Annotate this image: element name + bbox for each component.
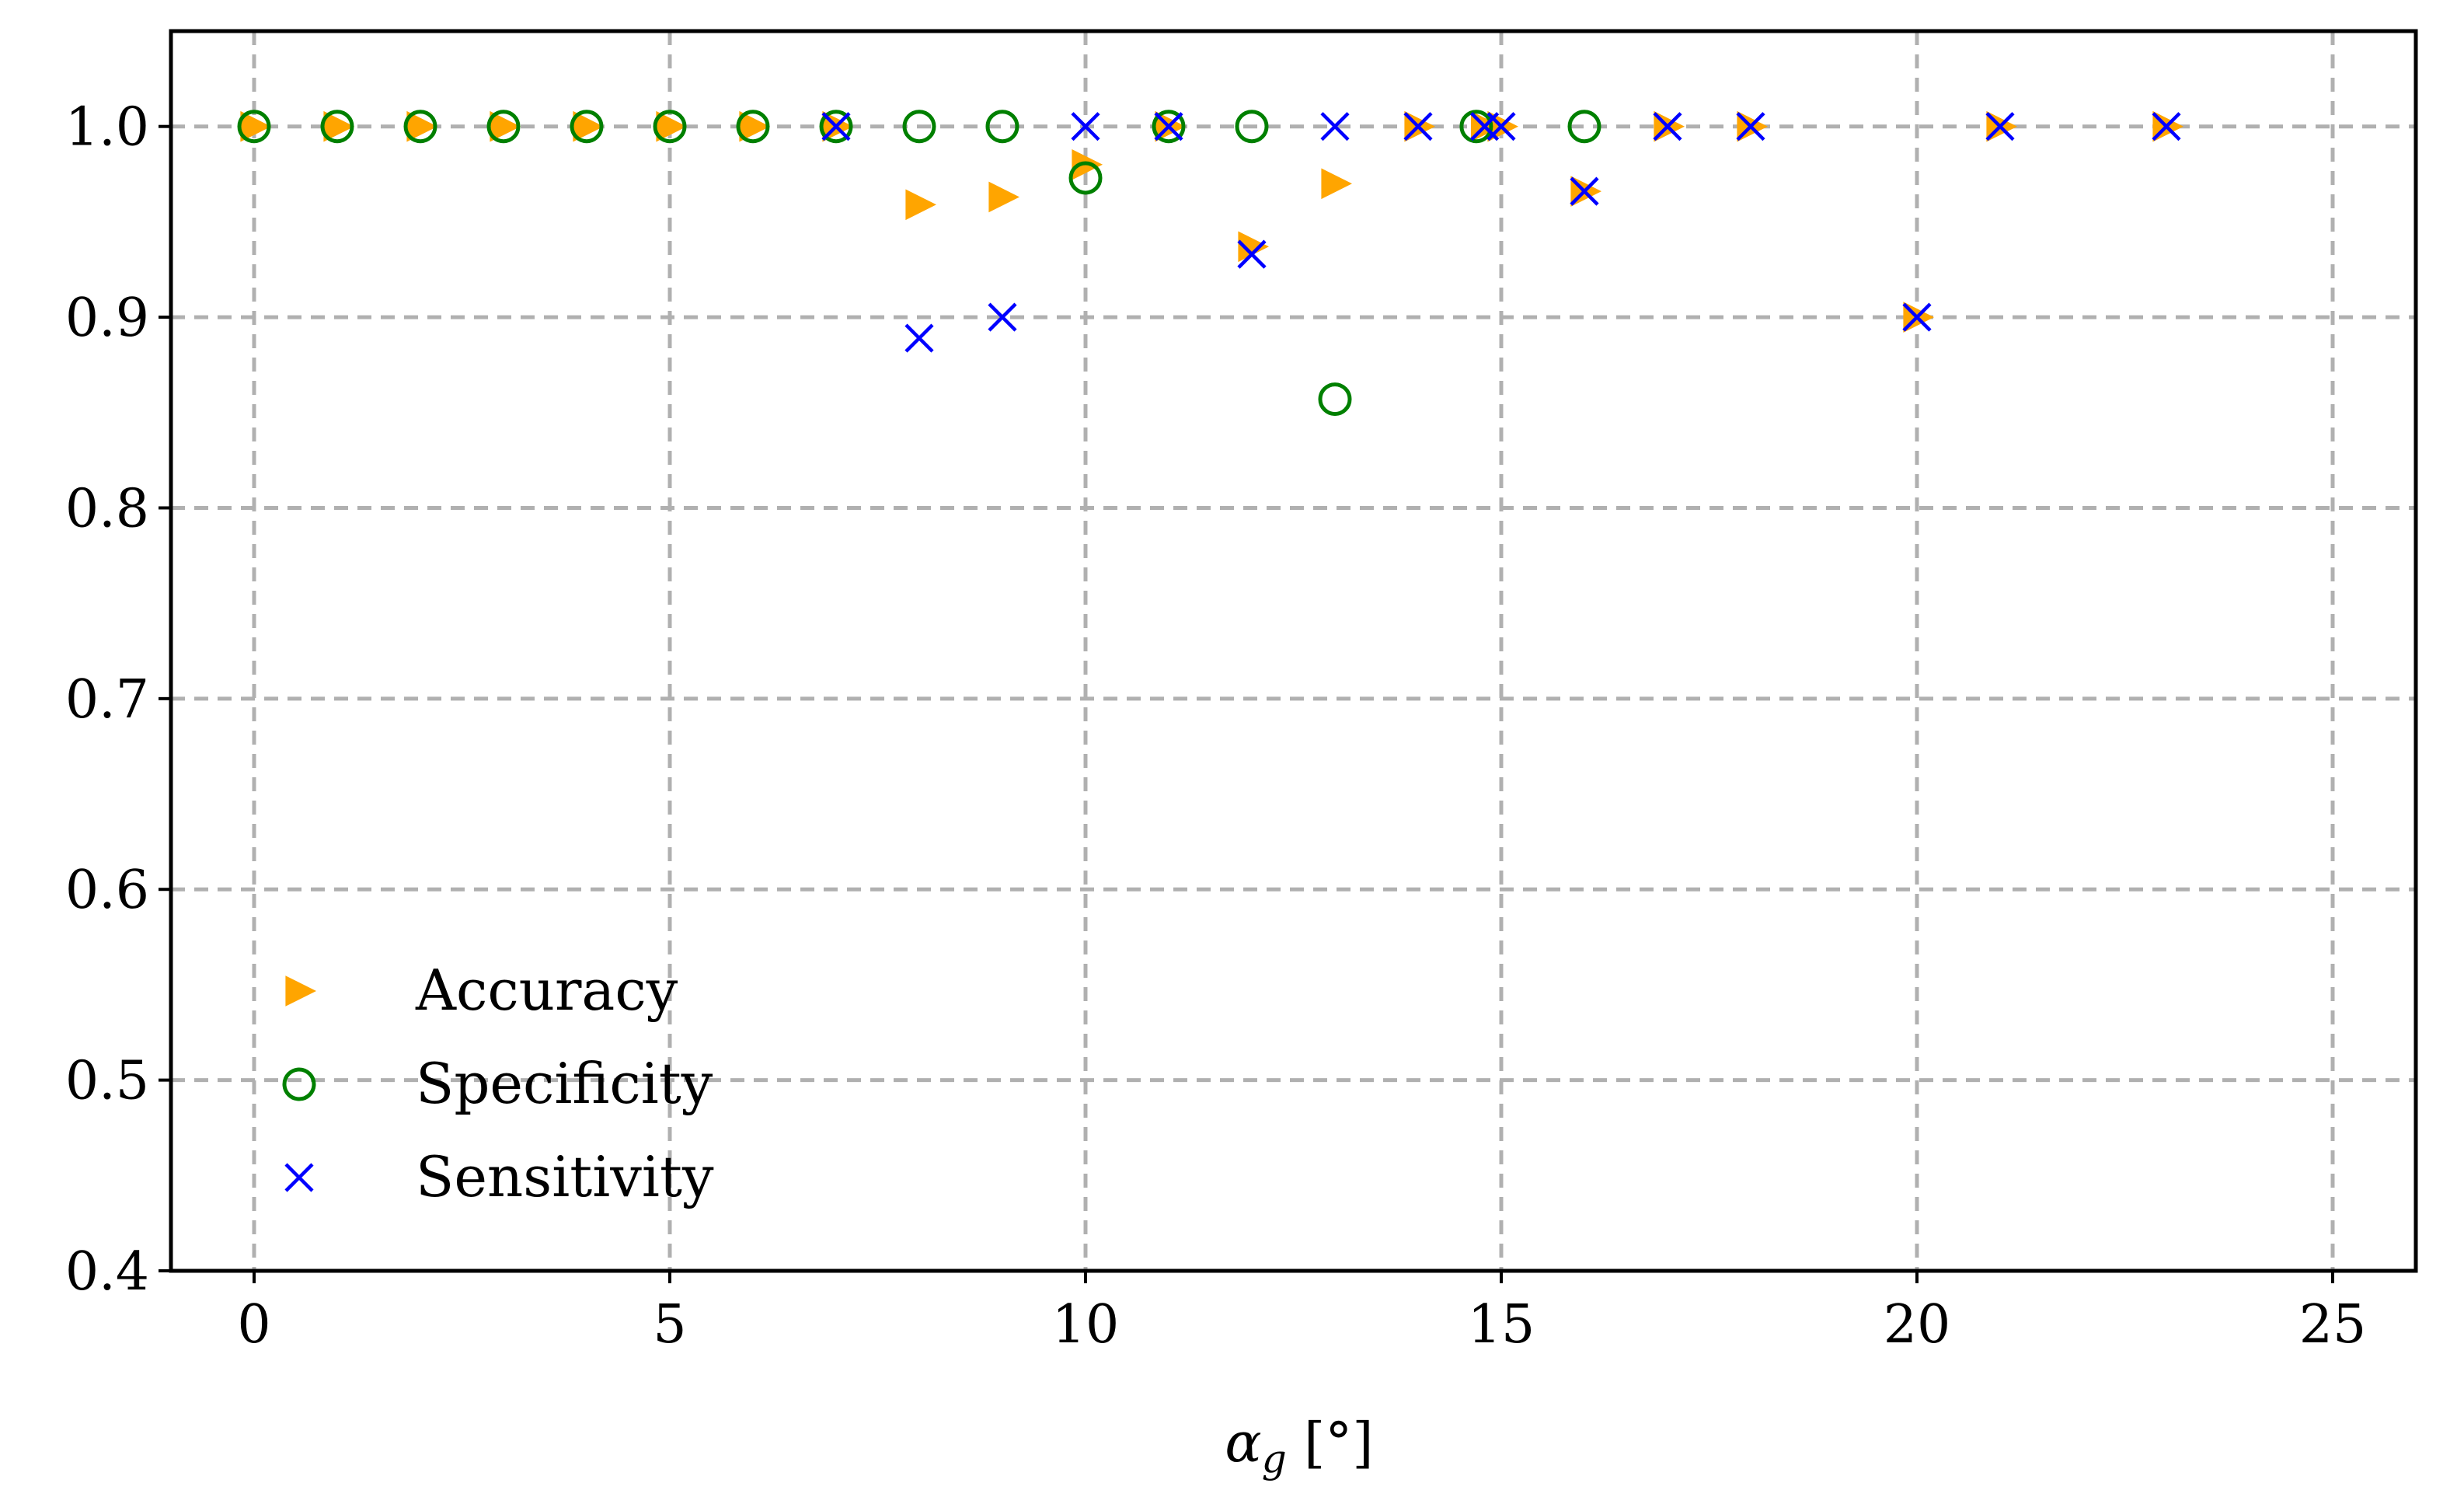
sensitivity-point bbox=[821, 112, 851, 141]
legend-label: Accuracy bbox=[415, 958, 678, 1023]
grid-lines bbox=[171, 31, 2416, 1271]
sensitivity-point bbox=[1570, 176, 1599, 206]
legend-item-specificity: Specificity bbox=[282, 1051, 713, 1116]
specificity-point bbox=[902, 110, 936, 144]
sensitivity-point bbox=[904, 323, 934, 353]
accuracy-point bbox=[739, 110, 770, 142]
y-tick-label: 0.8 bbox=[65, 478, 149, 539]
sensitivity-point bbox=[1071, 112, 1100, 141]
y-tick-label: 0.5 bbox=[65, 1051, 149, 1112]
x-tick-label: 0 bbox=[237, 1294, 270, 1356]
sensitivity-point bbox=[1403, 112, 1433, 141]
sensitivity-point bbox=[1154, 112, 1183, 141]
legend-marker-specificity bbox=[282, 1067, 316, 1101]
specificity-point bbox=[1318, 382, 1352, 417]
sensitivity-point bbox=[1320, 112, 1350, 141]
sensitivity-point bbox=[988, 302, 1017, 332]
y-tick-label: 0.6 bbox=[65, 860, 149, 921]
specificity-point bbox=[486, 110, 521, 144]
x-axis-label: αg [°] bbox=[1225, 1411, 1373, 1481]
series-specificity bbox=[237, 110, 1601, 417]
x-tick-label: 15 bbox=[1468, 1294, 1535, 1356]
specificity-point bbox=[1459, 110, 1493, 144]
series-layer bbox=[237, 110, 2183, 417]
accuracy-point bbox=[988, 181, 1019, 213]
accuracy-point bbox=[490, 110, 521, 142]
legend-label: Sensitivity bbox=[416, 1144, 714, 1209]
specificity-point bbox=[1152, 110, 1186, 144]
sensitivity-point bbox=[1736, 112, 1765, 141]
specificity-point bbox=[1068, 161, 1103, 195]
sensitivity-point bbox=[1985, 112, 2015, 141]
legend-marker-accuracy bbox=[285, 975, 316, 1007]
specificity-point bbox=[237, 110, 271, 144]
y-tick-label: 0.7 bbox=[65, 669, 149, 731]
legend-item-accuracy: Accuracy bbox=[285, 958, 678, 1023]
legend-label: Specificity bbox=[416, 1051, 713, 1116]
accuracy-point bbox=[323, 110, 354, 142]
specificity-point bbox=[570, 110, 604, 144]
x-axis-label-subscript: g bbox=[1262, 1436, 1287, 1481]
sensitivity-point bbox=[1237, 239, 1267, 269]
y-tick-label: 1.0 bbox=[65, 97, 149, 159]
specificity-point bbox=[403, 110, 437, 144]
sensitivity-point bbox=[2152, 112, 2181, 141]
legend-item-sensitivity: Sensitivity bbox=[284, 1144, 714, 1209]
specificity-point bbox=[653, 110, 687, 144]
specificity-point bbox=[1235, 110, 1269, 144]
sensitivity-point bbox=[1486, 112, 1516, 141]
accuracy-point bbox=[573, 110, 604, 142]
accuracy-point bbox=[1321, 168, 1352, 200]
x-tick-label: 25 bbox=[2299, 1294, 2367, 1356]
series-sensitivity bbox=[821, 112, 2181, 353]
accuracy-point bbox=[656, 110, 687, 142]
specificity-point bbox=[1567, 110, 1601, 144]
accuracy-point bbox=[406, 110, 437, 142]
x-tick-label: 5 bbox=[653, 1294, 686, 1356]
accuracy-point bbox=[905, 189, 936, 221]
sensitivity-point bbox=[1653, 112, 1682, 141]
x-tick-label: 10 bbox=[1052, 1294, 1120, 1356]
y-tick-label: 0.4 bbox=[65, 1241, 149, 1303]
x-axis-label-unit: [°] bbox=[1287, 1411, 1374, 1474]
x-tick-label: 20 bbox=[1884, 1294, 1951, 1356]
series-accuracy bbox=[240, 110, 2183, 333]
x-axis-label-symbol: α bbox=[1225, 1411, 1261, 1474]
specificity-point bbox=[736, 110, 770, 144]
legend-marker-sensitivity bbox=[284, 1163, 314, 1192]
legend: Accuracy Specificity Sensitivity bbox=[282, 958, 714, 1209]
axis-ticks: 0 5 10 15 20 25 0.4 0.5 0.6 0.7 0.8 0.9 1.0 bbox=[65, 97, 2366, 1356]
sensitivity-point bbox=[1902, 302, 1932, 332]
accuracy-point bbox=[1238, 231, 1269, 263]
specificity-point bbox=[320, 110, 354, 144]
y-tick-label: 0.9 bbox=[65, 288, 149, 349]
plot-frame bbox=[169, 29, 2418, 1273]
accuracy-point bbox=[240, 110, 271, 142]
specificity-point bbox=[985, 110, 1019, 144]
specificity-point bbox=[819, 110, 853, 144]
